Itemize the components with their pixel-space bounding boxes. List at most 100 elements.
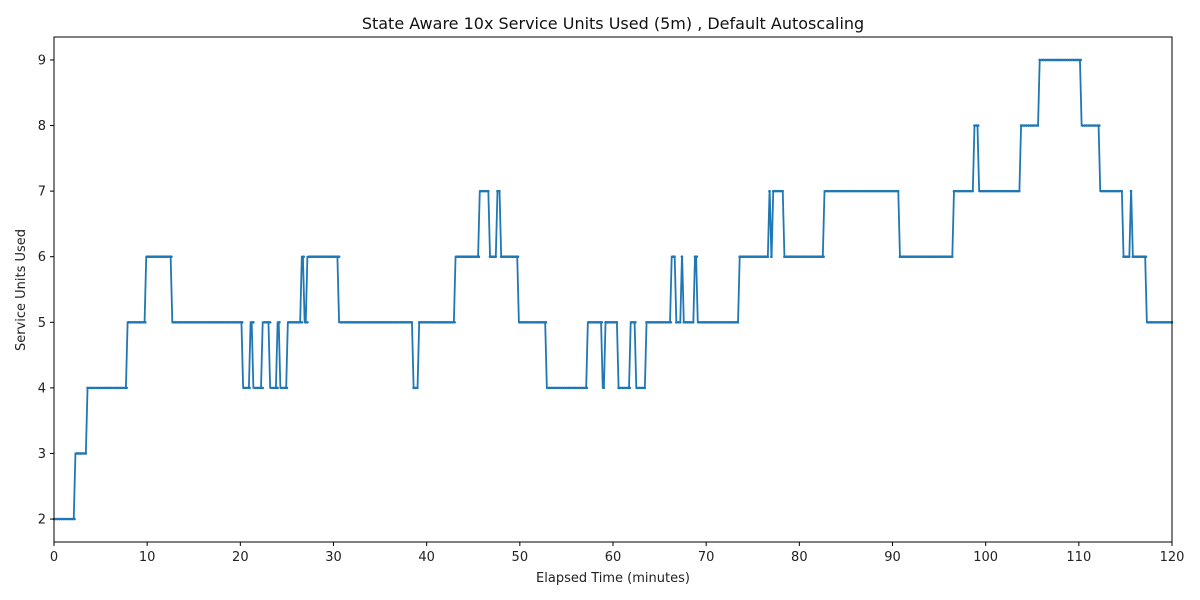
- data-point: [745, 255, 749, 259]
- data-point: [173, 320, 177, 324]
- data-point: [1051, 58, 1055, 62]
- data-point: [907, 255, 911, 259]
- data-point: [550, 386, 553, 390]
- data-point: [1006, 189, 1010, 193]
- data-point: [570, 386, 574, 390]
- data-point: [729, 320, 732, 324]
- data-point: [999, 189, 1002, 193]
- data-point: [231, 320, 235, 324]
- data-point: [136, 320, 140, 324]
- data-point: [613, 320, 617, 324]
- data-point: [1008, 189, 1012, 193]
- data-point: [378, 320, 382, 324]
- data-point: [684, 320, 687, 324]
- data-point: [1077, 58, 1081, 62]
- data-point: [103, 386, 106, 390]
- data-point: [158, 255, 162, 259]
- data-point: [350, 320, 354, 324]
- data-point: [190, 320, 194, 324]
- data-point: [703, 320, 706, 324]
- data-point: [615, 320, 619, 324]
- chart-title: State Aware 10x Service Units Used (5m) …: [362, 14, 864, 33]
- data-point: [820, 255, 823, 259]
- data-point: [481, 189, 484, 193]
- data-point: [240, 320, 244, 324]
- data-point: [542, 320, 546, 324]
- data-point: [1071, 58, 1075, 62]
- data-point: [1111, 189, 1114, 193]
- data-point: [75, 452, 78, 455]
- data-point: [511, 255, 514, 259]
- data-point: [555, 386, 559, 390]
- data-point: [458, 255, 462, 259]
- data-point: [1125, 255, 1129, 259]
- data-point: [792, 255, 796, 259]
- data-point: [518, 320, 522, 324]
- data-point: [736, 320, 740, 324]
- data-point: [896, 189, 900, 193]
- data-point: [945, 255, 948, 259]
- data-point: [676, 320, 680, 324]
- data-point: [274, 386, 278, 390]
- data-point: [261, 386, 264, 390]
- data-point: [457, 255, 460, 259]
- data-point: [688, 320, 691, 324]
- data-point: [201, 320, 205, 324]
- data-point: [857, 189, 861, 193]
- data-point: [486, 189, 490, 193]
- data-point: [253, 386, 257, 390]
- data-point: [606, 320, 609, 324]
- data-point: [406, 320, 410, 324]
- data-point: [697, 320, 701, 324]
- data-point: [114, 386, 117, 390]
- data-point: [257, 386, 261, 390]
- data-point: [524, 320, 527, 324]
- data-point: [1098, 124, 1101, 127]
- data-point: [980, 189, 984, 193]
- data-point: [805, 255, 809, 259]
- data-point: [106, 386, 110, 390]
- data-point: [919, 255, 922, 259]
- data-point: [205, 320, 209, 324]
- data-point: [900, 255, 904, 259]
- data-point: [906, 255, 909, 259]
- data-point: [883, 189, 887, 193]
- data-point: [259, 386, 263, 390]
- data-point: [531, 320, 535, 324]
- data-point: [1068, 58, 1071, 62]
- data-point: [211, 320, 214, 324]
- data-point: [1092, 124, 1096, 127]
- data-point: [954, 189, 958, 193]
- x-tick-label: 60: [605, 550, 622, 565]
- data-point: [471, 255, 475, 259]
- data-point: [300, 320, 304, 324]
- data-point: [462, 255, 466, 259]
- data-point: [604, 320, 607, 324]
- data-point: [140, 320, 143, 324]
- data-point: [811, 255, 814, 259]
- data-point: [973, 124, 976, 127]
- data-point: [952, 189, 956, 193]
- data-point: [99, 386, 102, 390]
- data-point: [484, 189, 488, 193]
- data-point: [89, 386, 93, 390]
- data-point: [812, 255, 816, 259]
- data-point: [967, 189, 971, 193]
- data-point: [525, 320, 529, 324]
- data-point: [751, 255, 755, 259]
- data-point: [609, 320, 613, 324]
- data-point: [1064, 58, 1068, 62]
- data-point: [947, 255, 950, 259]
- data-point: [600, 320, 604, 324]
- data-point: [891, 189, 894, 193]
- data-point: [706, 320, 710, 324]
- data-point: [142, 320, 145, 324]
- data-point: [218, 320, 222, 324]
- data-point: [324, 255, 328, 259]
- data-point: [1083, 124, 1086, 127]
- data-point: [926, 255, 930, 259]
- data-point: [689, 320, 693, 324]
- data-point: [116, 386, 119, 390]
- data-point: [473, 255, 477, 259]
- data-point: [186, 320, 190, 324]
